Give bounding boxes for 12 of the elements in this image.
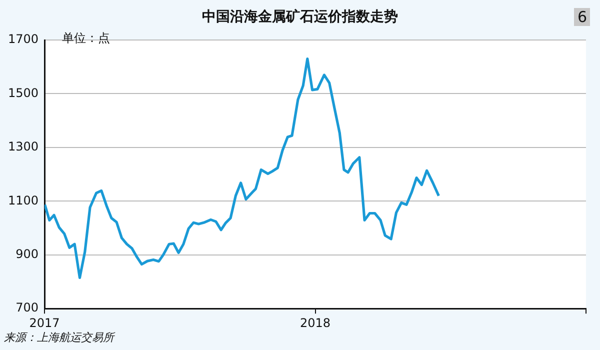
x-tick-label: 2017 bbox=[29, 316, 60, 330]
source-note: 来源：上海航运交易所 bbox=[4, 330, 114, 345]
y-axis-title: 单位：点 bbox=[62, 30, 110, 47]
y-tick-label: 1100 bbox=[8, 193, 39, 208]
y-tick-label: 900 bbox=[16, 247, 39, 262]
text: 6 bbox=[574, 8, 590, 26]
y-tick-label: 1500 bbox=[8, 86, 39, 100]
y-tick-label: 700 bbox=[16, 300, 39, 315]
y-tick-label: 1700 bbox=[8, 32, 39, 46]
y-tick-label: 1300 bbox=[8, 140, 39, 154]
x-tick-label: 2018 bbox=[300, 316, 331, 330]
chart-title: 中国沿海金属矿石运价指数走势 bbox=[202, 9, 398, 25]
